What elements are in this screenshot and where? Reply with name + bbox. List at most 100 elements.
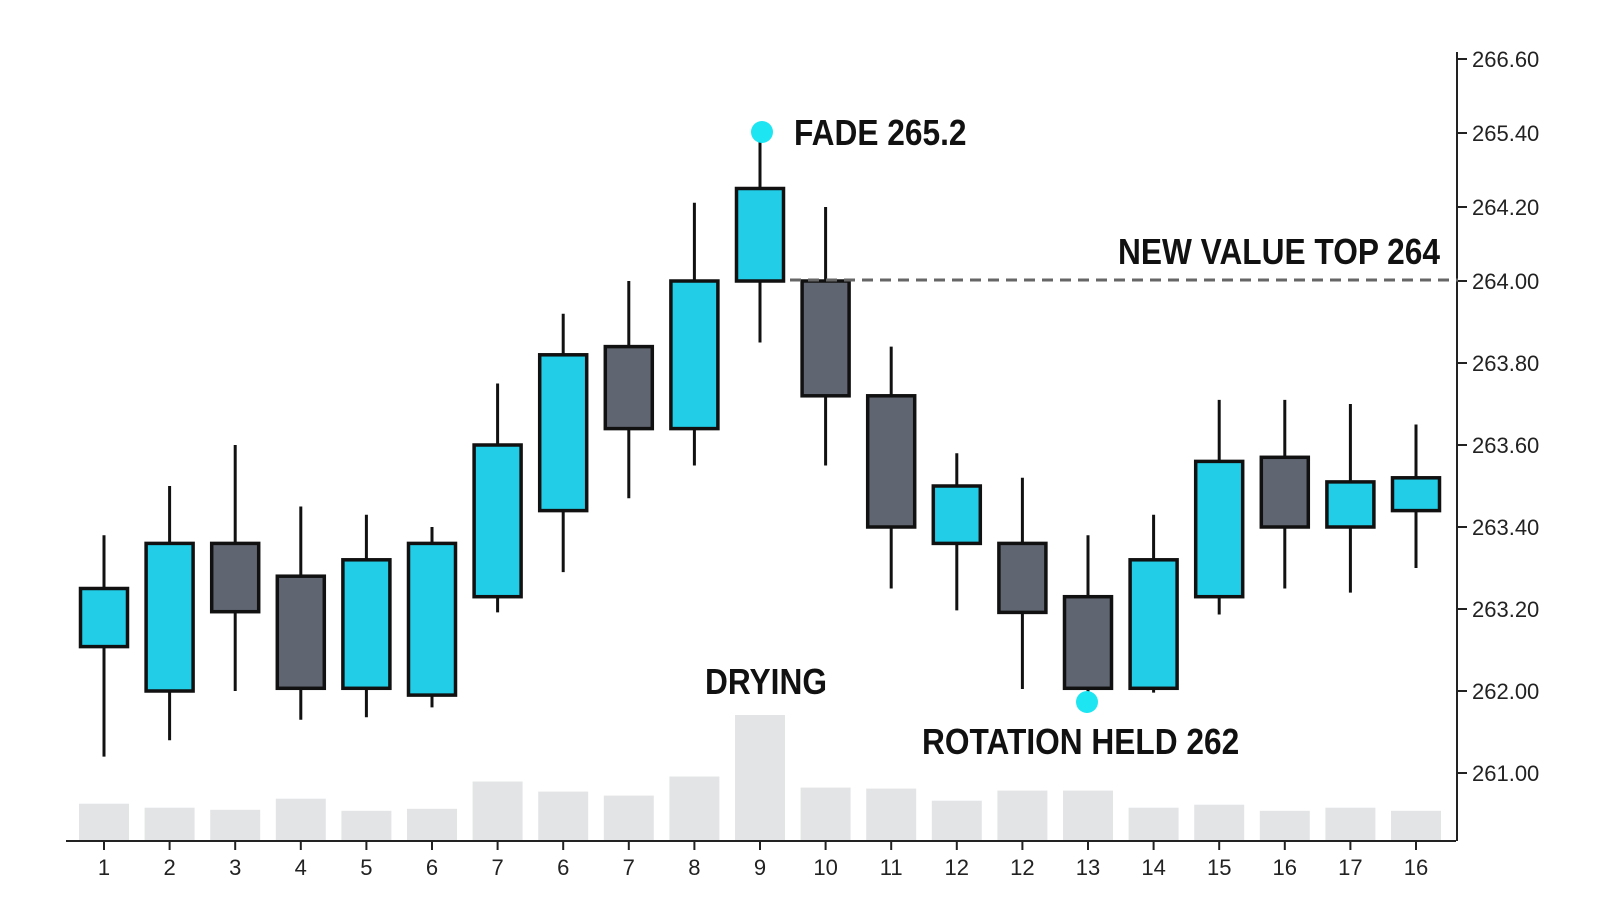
volume-bar: [866, 788, 917, 840]
candle-body-bullish: [341, 558, 392, 691]
candle: [931, 453, 983, 611]
volume-bar: [1194, 804, 1245, 840]
volume-bar: [1325, 807, 1376, 840]
drying-annotation: DRYING: [705, 662, 827, 702]
x-tick-label: 6: [557, 855, 569, 880]
volume-bar: [1391, 810, 1441, 840]
volume-bar: [800, 787, 851, 840]
candle: [341, 514, 392, 718]
candle: [734, 129, 786, 343]
y-tick-label: 263.20: [1472, 597, 1539, 622]
x-tick-label: 16: [1273, 855, 1297, 880]
fade-annotation: FADE 265.2: [794, 113, 966, 153]
candle: [997, 477, 1048, 689]
y-tick-label: 262.00: [1472, 679, 1539, 704]
candle-body-bullish: [1193, 459, 1245, 599]
candle-body-bullish: [1325, 480, 1376, 529]
volume-bar: [931, 800, 982, 840]
volume-bar: [1259, 810, 1310, 840]
x-tick-label: 16: [1404, 855, 1428, 880]
volume-bars: [79, 715, 1441, 841]
candle: [1193, 399, 1245, 615]
y-tick-label: 261.00: [1472, 761, 1539, 786]
candle-body-bullish: [472, 443, 523, 599]
x-tick-label: 9: [754, 855, 766, 880]
candle-body-bearish: [1062, 594, 1114, 691]
volume-bar: [79, 803, 129, 840]
candle-body-bullish: [144, 541, 195, 693]
volume-bar: [997, 790, 1048, 840]
candle: [1128, 514, 1179, 693]
x-tick-label: 1: [98, 855, 110, 880]
candle-body-bullish: [734, 186, 786, 283]
volume-bar: [1128, 807, 1179, 840]
rotation-marker: [1076, 691, 1098, 713]
candle-body-bearish: [603, 344, 655, 431]
x-tick-label: 8: [688, 855, 700, 880]
candle-body-bullish: [931, 484, 983, 546]
volume-bar: [407, 808, 457, 841]
x-tick-label: 12: [1010, 855, 1034, 880]
volume-bar: [341, 810, 392, 840]
y-tick-label: 263.60: [1472, 433, 1539, 458]
candle: [275, 506, 327, 720]
candle-body-bearish: [1259, 455, 1311, 529]
y-tick-label: 263.80: [1472, 351, 1539, 376]
volume-bar: [603, 795, 654, 840]
x-tick-label: 12: [945, 855, 969, 880]
candle-body-bearish: [209, 541, 261, 614]
x-tick-label: 4: [295, 855, 307, 880]
volume-bar: [275, 798, 326, 840]
x-tick-label: 10: [813, 855, 837, 880]
rotation-held-annotation: ROTATION HELD 262: [922, 722, 1239, 762]
volume-bar: [669, 776, 720, 840]
candle: [406, 527, 458, 708]
x-tick-label: 15: [1207, 855, 1231, 880]
y-tick-label: 265.40: [1472, 121, 1539, 146]
y-tick-label: 263.40: [1472, 515, 1539, 540]
candle-body-bearish: [865, 394, 917, 529]
candle-body-bullish: [406, 541, 458, 697]
y-tick-label: 266.60: [1472, 47, 1539, 72]
x-tick-label: 14: [1141, 855, 1165, 880]
x-tick-label: 3: [229, 855, 241, 880]
candle: [1259, 399, 1311, 589]
candle-body-bearish: [275, 574, 327, 691]
volume-bar: [538, 791, 589, 840]
x-tick-label: 17: [1338, 855, 1362, 880]
volume-bar: [472, 781, 523, 840]
x-tick-label: 2: [163, 855, 175, 880]
candle: [603, 281, 655, 499]
candle: [472, 383, 523, 613]
candle: [1062, 535, 1114, 693]
candle-body-bullish: [669, 279, 720, 431]
candles: [78, 129, 1442, 757]
volume-bar: [210, 809, 261, 840]
candle: [865, 346, 917, 589]
candle-body-bullish: [1128, 558, 1179, 691]
new-value-top-annotation: NEW VALUE TOP 264: [1118, 232, 1440, 272]
candle: [1325, 404, 1376, 593]
candle: [669, 202, 720, 466]
y-tick-label: 264.20: [1472, 195, 1539, 220]
volume-bar: [144, 807, 195, 840]
x-tick-label: 5: [360, 855, 372, 880]
candle: [78, 535, 130, 757]
candle-body-bearish: [800, 279, 851, 398]
y-tick-label: 264.00: [1472, 269, 1539, 294]
x-tick-label: 7: [491, 855, 503, 880]
annotations: FADE 265.2 NEW VALUE TOP 264 DRYING ROTA…: [705, 113, 1458, 762]
candle: [144, 486, 195, 741]
candle: [537, 313, 589, 573]
candle-body-bullish: [1390, 476, 1442, 513]
volume-bar: [1063, 790, 1113, 840]
candle: [1390, 424, 1442, 568]
volume-bar: [735, 715, 785, 840]
x-tick-label: 11: [880, 855, 903, 880]
fade-marker: [751, 121, 773, 143]
candle-body-bullish: [537, 353, 589, 513]
candle-body-bearish: [997, 541, 1048, 615]
x-tick-label: 13: [1076, 855, 1100, 880]
x-tick-label: 6: [426, 855, 438, 880]
